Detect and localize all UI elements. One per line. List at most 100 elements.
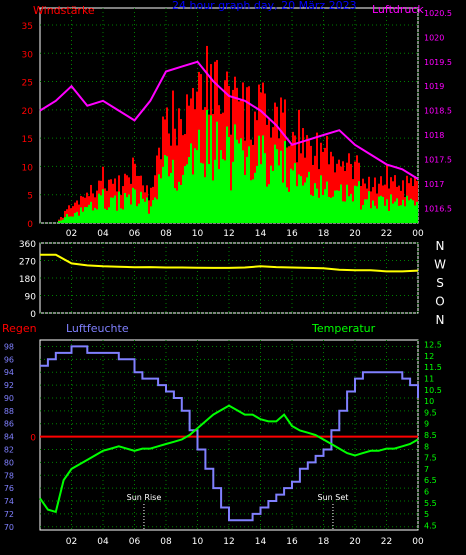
direction-panel-grid (40, 242, 419, 314)
temperature-line (39, 404, 419, 514)
wind-avg-bar (268, 184, 270, 223)
temperature-tick-label: 10 (424, 397, 434, 406)
wind-avg-bar (202, 163, 204, 223)
wind-avg-bar (260, 164, 262, 223)
wind-gust-bar (350, 164, 352, 223)
wind-avg-bar (138, 203, 140, 223)
wind-x-tick-label: 14 (255, 229, 267, 239)
wind-avg-bar (246, 156, 248, 223)
humidity-axis-label: Luftfeuchte (66, 322, 129, 335)
wind-avg-bar (96, 209, 98, 223)
wind-gust-bar (322, 151, 324, 223)
humidity-x-tick-label: 10 (192, 537, 204, 547)
wind-gust-bar (178, 108, 180, 223)
wind-gust-bar (68, 205, 70, 223)
rain-tick-label: 0 (30, 434, 36, 444)
wind-gust-bar (282, 112, 284, 223)
wind-gust-bar (72, 206, 74, 223)
compass-label: N (436, 239, 445, 253)
wind-avg-bar (222, 159, 224, 223)
wind-avg-bar (322, 194, 324, 223)
wind-gust-bar (288, 146, 290, 223)
wind-avg-bar (318, 197, 320, 223)
pressure-tick-label: 1020 (424, 33, 444, 42)
temperature-tick-label: 8 (424, 442, 429, 451)
wind-gust-bar (370, 191, 372, 223)
wind-avg-bar (274, 144, 276, 223)
pressure-axis-label: Luftdruck (372, 3, 424, 16)
humidity-tick-label: 84 (4, 433, 14, 442)
wind-avg-bar (316, 188, 318, 223)
wind-avg-bar (68, 216, 70, 223)
wind-gust-bar (204, 107, 206, 223)
wind-avg-bar (152, 200, 154, 223)
pressure-line (39, 60, 419, 180)
wind-avg-bar (82, 211, 84, 223)
wind-avg-bar (364, 199, 366, 223)
wind-gust-bar (130, 183, 132, 223)
wind-tick-label: 20 (22, 107, 34, 117)
wind-avg-bar (392, 203, 394, 223)
humidity-x-tick-label: 12 (223, 537, 234, 547)
wind-avg-bar (366, 199, 368, 223)
wind-gust-bar (342, 161, 344, 223)
direction-series (40, 253, 419, 273)
wind-gust-bar (108, 179, 110, 223)
wind-x-tick-label: 00 (412, 229, 424, 239)
humidity-tick-label: 74 (4, 497, 14, 506)
wind-avg-bar (98, 193, 100, 223)
wind-gust-bar (172, 90, 174, 223)
wind-avg-bar (216, 121, 218, 223)
wind-avg-bar (280, 150, 282, 223)
wind-gust-bar (254, 111, 256, 223)
wind-avg-bar (92, 210, 94, 223)
temperature-tick-label: 10.5 (424, 386, 442, 395)
wind-gust-bar (176, 145, 178, 223)
wind-avg-bar (414, 205, 416, 223)
wind-avg-bar (218, 169, 220, 223)
wind-avg-bar (382, 196, 384, 223)
wind-avg-bar (290, 168, 292, 223)
wind-gust-bar (106, 190, 108, 223)
wind-avg-bar (78, 215, 80, 223)
humidity-tick-label: 98 (4, 342, 14, 351)
wind-avg-bar (314, 183, 316, 223)
temperature-tick-label: 9.5 (424, 408, 437, 417)
wind-avg-bar (380, 195, 382, 223)
wind-avg-bar (180, 184, 182, 223)
wind-x-tick-label: 04 (97, 229, 109, 239)
wind-gust-bar (312, 164, 314, 223)
direction-tick-label: 270 (19, 258, 36, 268)
wind-avg-bar (154, 197, 156, 223)
wind-avg-bar (334, 190, 336, 223)
humidity-x-tick-label: 18 (318, 537, 330, 547)
wind-gust-bar (64, 210, 66, 223)
humidity-tick-label: 82 (4, 445, 14, 454)
wind-avg-bar (276, 149, 278, 223)
wind-avg-bar (86, 207, 88, 223)
wind-avg-bar (320, 175, 322, 223)
wind-avg-bar (362, 204, 364, 223)
wind-avg-bar (404, 206, 406, 223)
direction-tick-label: 90 (25, 293, 37, 303)
temperature-tick-label: 11 (424, 374, 434, 383)
sun-annotations: Sun Rise Sun Set (127, 493, 348, 530)
wind-avg-bar (284, 141, 286, 223)
wind-avg-bar (396, 198, 398, 223)
wind-avg-bar (160, 178, 162, 223)
wind-gust-bar (398, 185, 400, 223)
wind-x-tick-label: 20 (349, 229, 361, 239)
wind-avg-bar (346, 184, 348, 223)
wind-avg-bar (108, 207, 110, 223)
wind-avg-bar (374, 205, 376, 223)
wind-avg-bar (144, 201, 146, 223)
wind-x-tick-label: 10 (192, 229, 204, 239)
wind-gust-bar (122, 186, 124, 223)
humidity-tick-label: 94 (4, 368, 14, 377)
wind-avg-bar (118, 191, 120, 223)
wind-avg-bar (126, 197, 128, 223)
wind-x-ticks: 02 04 06 08 10 12 14 16 18 20 22 00 (66, 229, 424, 239)
humidity-tick-label: 92 (4, 381, 14, 390)
wind-avg-bar (394, 201, 396, 223)
wind-gust-bar (180, 119, 182, 223)
